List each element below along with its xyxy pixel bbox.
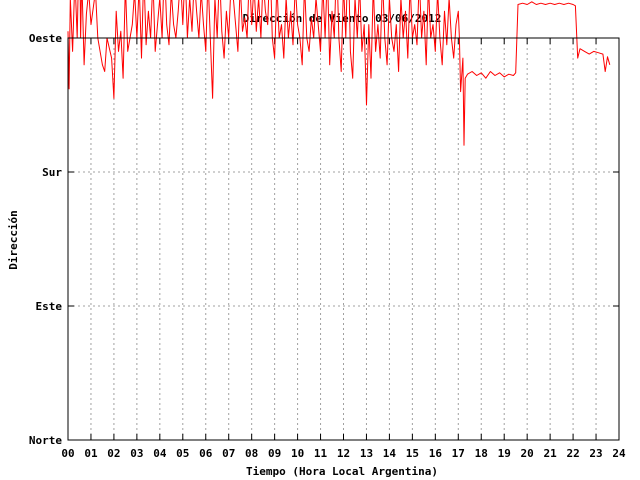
- grid: [68, 37, 619, 440]
- y-tick-label: Este: [36, 300, 63, 313]
- axis-ticks: 00 01 02 03 04 05 06 07 08 09 10 11 12 13 14 15 16 17 18 19…: [29, 32, 626, 460]
- y-axis-label: Dirección: [7, 210, 20, 270]
- x-tick-label: 08: [245, 447, 258, 460]
- x-tick-label: 05: [176, 447, 189, 460]
- x-tick-label: 20: [521, 447, 534, 460]
- x-tick-label: 14: [383, 447, 397, 460]
- x-tick-label: 04: [153, 447, 167, 460]
- series-layer: [67, 0, 611, 146]
- y-tick-label: Oeste: [29, 32, 62, 45]
- x-tick-label: 23: [589, 447, 602, 460]
- x-tick-label: 09: [268, 447, 281, 460]
- x-tick-label: 21: [544, 447, 558, 460]
- chart-title: Dirección de Viento 03/06/2012: [243, 12, 442, 25]
- x-tick-label: 00: [61, 447, 74, 460]
- y-tick-label: Sur: [42, 166, 62, 179]
- x-tick-label: 06: [199, 447, 213, 460]
- x-axis-label: Tiempo (Hora Local Argentina): [246, 465, 438, 478]
- x-tick-label: 10: [291, 447, 304, 460]
- x-tick-label: 13: [360, 447, 373, 460]
- x-tick-label: 16: [429, 447, 443, 460]
- x-tick-label: 02: [107, 447, 120, 460]
- x-tick-label: 18: [475, 447, 488, 460]
- series-line-0: [67, 0, 611, 146]
- y-tick-label: Norte: [29, 434, 62, 447]
- x-tick-label: 03: [130, 447, 143, 460]
- x-tick-label: 07: [222, 447, 235, 460]
- x-tick-label: 15: [406, 447, 419, 460]
- x-tick-label: 12: [337, 447, 350, 460]
- x-tick-label: 22: [566, 447, 579, 460]
- plot-frame: [67, 37, 620, 441]
- x-tick-label: 17: [452, 447, 465, 460]
- x-tick-label: 24: [612, 447, 626, 460]
- x-tick-label: 11: [314, 447, 328, 460]
- x-tick-label: 01: [84, 447, 98, 460]
- x-tick-label: 19: [498, 447, 511, 460]
